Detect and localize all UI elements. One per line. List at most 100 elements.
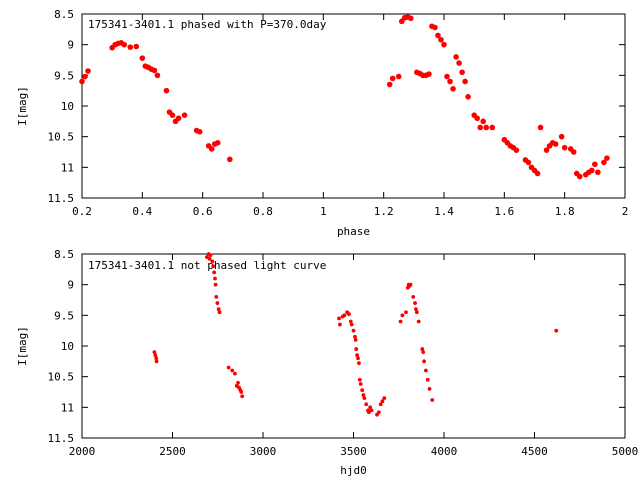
data-point	[604, 155, 610, 161]
data-point	[537, 124, 544, 131]
data-point	[133, 43, 140, 50]
x-tick-label: 1.4	[434, 205, 454, 218]
x-tick-label: 1.8	[555, 205, 575, 218]
y-axis-label: I[mag]	[16, 326, 29, 366]
data-point	[214, 295, 219, 299]
data-point	[462, 78, 468, 85]
data-point	[364, 402, 369, 407]
data-point	[127, 44, 134, 50]
data-point	[400, 313, 405, 318]
data-point	[576, 173, 583, 180]
data-point	[430, 398, 435, 402]
data-point	[213, 276, 217, 281]
data-point	[154, 359, 159, 364]
data-point	[369, 408, 374, 413]
data-point	[477, 124, 484, 131]
bottom-chart: 2000 2500 3000 3500 4000 4500 5000 8.5 9 9.5 10 10.…	[16, 248, 638, 477]
data-point	[233, 371, 237, 376]
data-point	[208, 253, 213, 258]
data-point	[151, 67, 158, 74]
data-point	[592, 161, 598, 168]
data-point	[408, 15, 414, 22]
y-tick-label: 11	[61, 161, 74, 174]
data-point	[414, 307, 418, 312]
data-point	[489, 124, 496, 131]
data-point	[212, 270, 217, 275]
data-point	[354, 347, 359, 351]
data-point	[366, 410, 371, 415]
data-point	[413, 301, 417, 305]
y-tick-label: 11.5	[48, 192, 75, 205]
data-point	[424, 368, 428, 373]
data-point	[465, 94, 471, 100]
y-tick-label: 9	[67, 279, 74, 292]
data-point	[380, 399, 385, 404]
data-point	[543, 147, 550, 153]
data-point	[444, 73, 450, 80]
data-point	[362, 396, 367, 401]
data-point	[480, 118, 487, 125]
top-chart: 0.2 0.4 0.6 0.8 1 1.2 1.4 1.6 1.8 2 8.5 9 9.5 10 10.5 1…	[16, 8, 628, 238]
y-tick-label: 8.5	[54, 248, 74, 261]
data-point	[368, 405, 373, 410]
data-point	[570, 149, 577, 155]
x-tick-label: 0.2	[72, 205, 92, 218]
x-tick-label: 4500	[521, 445, 548, 458]
y-tick-label: 11.5	[48, 432, 75, 445]
data-point	[525, 159, 532, 166]
data-point	[411, 295, 416, 299]
data-point	[175, 115, 182, 122]
data-point	[139, 55, 146, 61]
data-point	[347, 312, 351, 317]
data-point	[432, 24, 438, 31]
data-point	[474, 115, 480, 122]
data-point	[589, 167, 595, 174]
y-tick-label: 10.5	[48, 131, 75, 144]
data-point	[357, 377, 362, 382]
x-axis-label: phase	[337, 225, 370, 238]
data-point	[82, 73, 88, 80]
x-tick-label: 3000	[250, 445, 277, 458]
x-tick-label: 3500	[340, 445, 367, 458]
x-tick-label: 0.8	[253, 205, 273, 218]
x-tick-label: 2000	[69, 445, 96, 458]
data-point	[204, 255, 209, 259]
data-point	[240, 394, 245, 399]
data-point	[421, 350, 426, 355]
data-point	[230, 368, 235, 373]
data-point	[382, 396, 387, 401]
data-point	[337, 316, 341, 321]
data-point	[349, 322, 354, 327]
data-point	[427, 387, 432, 391]
data-point	[227, 156, 233, 163]
data-point	[595, 169, 601, 176]
y-tick-label: 8.5	[54, 8, 74, 21]
data-point	[356, 356, 360, 361]
data-point	[169, 112, 176, 118]
data-point	[217, 310, 222, 315]
data-point	[483, 124, 490, 131]
y-tick-label: 11	[61, 401, 74, 414]
data-point	[226, 365, 231, 370]
x-tick-label: 2500	[159, 445, 186, 458]
data-point	[239, 390, 244, 394]
x-tick-label: 1.2	[374, 205, 394, 218]
data-point	[357, 361, 361, 366]
y-axis-label: I[mag]	[16, 86, 29, 126]
data-point	[154, 356, 159, 361]
data-point	[513, 147, 520, 153]
data-point	[408, 282, 413, 287]
data-point	[398, 319, 403, 324]
data-point	[213, 282, 218, 287]
y-tick-label: 10	[61, 100, 74, 113]
data-point	[351, 328, 356, 333]
data-point	[389, 75, 396, 82]
data-point	[211, 264, 216, 269]
data-point	[438, 36, 444, 43]
data-point	[552, 141, 559, 147]
data-point	[342, 313, 347, 318]
data-point	[214, 140, 221, 146]
data-point	[154, 72, 161, 79]
data-point	[561, 144, 568, 151]
data-point	[208, 146, 215, 152]
